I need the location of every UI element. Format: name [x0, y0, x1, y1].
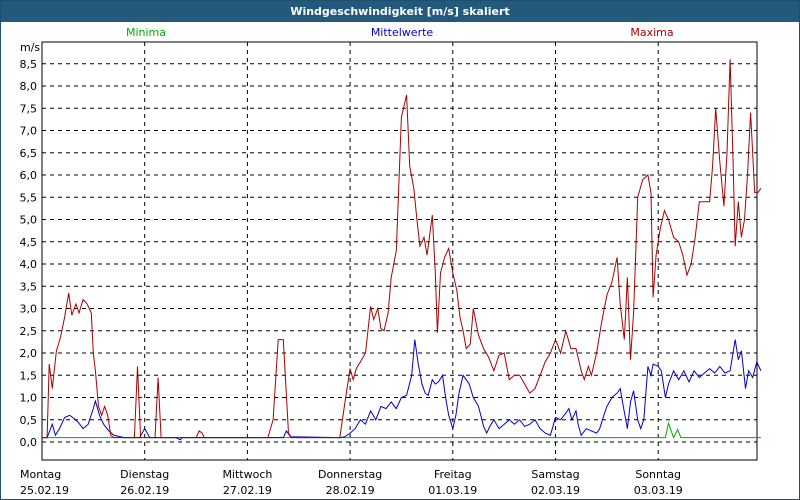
- grid: [41, 41, 758, 461]
- y-axis-unit: m/s: [20, 41, 40, 54]
- y-tick-label: 0,0: [20, 436, 38, 449]
- y-tick-labels: 0,0 0,5 1,0 1,5 2,0 2,5 3,0 3,5 4,0 4,5 5,0 5,5 6,0 6…: [20, 58, 38, 449]
- y-tick-label: 4,0: [20, 258, 38, 271]
- y-tick-label: 6,5: [20, 147, 38, 160]
- plot-frame: [41, 41, 758, 461]
- y-tick-label: 2,5: [20, 325, 38, 338]
- x-tick-date: 26.02.19: [120, 484, 169, 497]
- y-tick-label: 1,5: [20, 369, 38, 382]
- x-tick-date: 02.03.19: [531, 484, 580, 497]
- y-tick-label: 0,5: [20, 414, 38, 427]
- y-tick-label: 3,0: [20, 303, 38, 316]
- x-tick-dayname: Donnerstag: [318, 468, 382, 481]
- x-tick-dayname: Freitag: [434, 468, 472, 481]
- x-tick-date: 01.03.19: [428, 484, 477, 497]
- y-tick-label: 8,0: [20, 80, 38, 93]
- y-tick-label: 5,0: [20, 214, 38, 227]
- x-tick-date: 03.03.19: [634, 484, 683, 497]
- series-line-minima: [42, 421, 761, 439]
- legend-mittelwerte: Mittelwerte: [371, 26, 434, 39]
- y-tick-label: 4,5: [20, 236, 38, 249]
- y-tick-label: 8,5: [20, 58, 38, 71]
- legend-minima: Minima: [126, 26, 166, 39]
- x-tick-date: 27.02.19: [223, 484, 272, 497]
- series-line-maxima: [42, 59, 762, 439]
- x-tick-dayname: Mittwoch: [222, 468, 272, 481]
- legend-maxima: Maxima: [630, 26, 673, 39]
- x-tick-dayname: Dienstag: [120, 468, 169, 481]
- x-tick-dayname: Montag: [20, 468, 61, 481]
- y-tick-label: 3,5: [20, 280, 38, 293]
- y-tick-label: 2,0: [20, 347, 38, 360]
- x-tick-dayname: Sonntag: [635, 468, 681, 481]
- y-tick-label: 5,5: [20, 191, 38, 204]
- y-tick-label: 7,0: [20, 125, 38, 138]
- window-title: Windgeschwindigkeit [m/s] skaliert: [1, 1, 799, 22]
- x-tick-dayname: Samstag: [531, 468, 579, 481]
- y-tick-label: 7,5: [20, 102, 38, 115]
- x-tick-date: 28.02.19: [326, 484, 375, 497]
- x-tick-labels: Montag 25.02.19 Dienstag 26.02.19 Mittwoch 27…: [20, 468, 683, 497]
- series-line-mittelwerte: [42, 339, 762, 441]
- x-tick-date: 25.02.19: [20, 484, 69, 497]
- y-tick-label: 1,0: [20, 392, 38, 405]
- y-tick-label: 6,0: [20, 169, 38, 182]
- series-lines: [42, 59, 762, 441]
